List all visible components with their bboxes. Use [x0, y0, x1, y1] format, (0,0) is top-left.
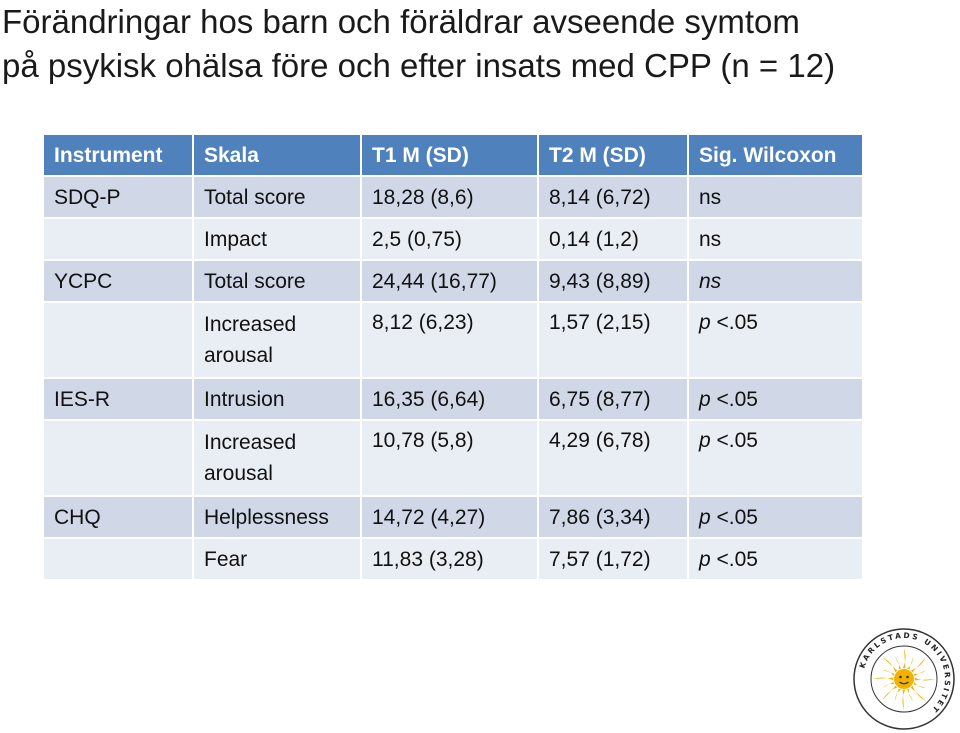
cell-t2: 0,14 (1,2) [537, 217, 689, 261]
cell-scale: Increased arousal [192, 301, 362, 379]
cell-t2: 7,86 (3,34) [537, 495, 689, 539]
cell-sig: ns [687, 217, 864, 261]
cell-scale: Total score [192, 175, 362, 219]
cell-sig: ns [687, 259, 864, 303]
cell-instrument [42, 537, 194, 581]
header-instrument: Instrument [42, 133, 194, 177]
cell-sig: p <.05 [687, 495, 864, 539]
cell-scale: Fear [192, 537, 362, 581]
table-row: Increased arousal 10,78 (5,8) 4,29 (6,78… [42, 419, 864, 497]
sun-ray [906, 688, 914, 702]
cell-sig: ns [687, 175, 864, 219]
slide-title: Förändringar hos barn och föräldrar avse… [2, 0, 952, 88]
title-line-2: på psykisk ohälsa före och efter insats … [2, 47, 836, 84]
cell-t1: 11,83 (3,28) [360, 537, 539, 581]
table-row: Fear 11,83 (3,28) 7,57 (1,72) p <.05 [42, 537, 864, 581]
table-row: Increased arousal 8,12 (6,23) 1,57 (2,15… [42, 301, 864, 379]
table-row: YCPC Total score 24,44 (16,77) 9,43 (8,8… [42, 259, 864, 303]
header-sig: Sig. Wilcoxon [687, 133, 864, 177]
results-table: Instrument Skala T1 M (SD) T2 M (SD) Sig… [42, 133, 864, 581]
cell-t2: 1,57 (2,15) [537, 301, 689, 379]
cell-t1: 16,35 (6,64) [360, 377, 539, 421]
cell-scale: Impact [192, 217, 362, 261]
karlstads-universitet-logo: KARLSTADS UNIVERSITET [853, 628, 955, 730]
table-row: IES-R Intrusion 16,35 (6,64) 6,75 (8,77)… [42, 377, 864, 421]
cell-t1: 10,78 (5,8) [360, 419, 539, 497]
cell-instrument: YCPC [42, 259, 194, 303]
sun-ray [906, 656, 914, 670]
cell-t1: 24,44 (16,77) [360, 259, 539, 303]
sun-ray [910, 685, 926, 701]
cell-instrument [42, 217, 194, 261]
sun-ray [873, 677, 894, 681]
cell-t2: 6,75 (8,77) [537, 377, 689, 421]
cell-instrument: CHQ [42, 495, 194, 539]
sun-ray [881, 681, 895, 689]
sun-core [894, 669, 914, 689]
sun-ray [913, 681, 927, 689]
sun-ray [914, 677, 935, 681]
cell-t1: 8,12 (6,23) [360, 301, 539, 379]
cell-scale: Intrusion [192, 377, 362, 421]
header-row: Instrument Skala T1 M (SD) T2 M (SD) Sig… [42, 133, 864, 177]
cell-sig: p <.05 [687, 301, 864, 379]
sun-ray [902, 648, 906, 669]
sun-ray [913, 669, 927, 677]
cell-t2: 4,29 (6,78) [537, 419, 689, 497]
cell-instrument [42, 301, 194, 379]
header-t2: T2 M (SD) [537, 133, 689, 177]
cell-t2: 8,14 (6,72) [537, 175, 689, 219]
sun-ray [882, 657, 898, 673]
sun-ray [910, 657, 926, 673]
table-row: CHQ Helplessness 14,72 (4,27) 7,86 (3,34… [42, 495, 864, 539]
cell-sig: p <.05 [687, 537, 864, 581]
sun-ray [882, 685, 898, 701]
cell-instrument: IES-R [42, 377, 194, 421]
sun-ray [902, 689, 906, 710]
cell-instrument [42, 419, 194, 497]
cell-sig: p <.05 [687, 377, 864, 421]
cell-t1: 14,72 (4,27) [360, 495, 539, 539]
header-t1: T1 M (SD) [360, 133, 539, 177]
cell-scale: Total score [192, 259, 362, 303]
sun-ray [894, 688, 902, 702]
cell-t1: 2,5 (0,75) [360, 217, 539, 261]
cell-t2: 9,43 (8,89) [537, 259, 689, 303]
title-line-1: Förändringar hos barn och föräldrar avse… [2, 3, 800, 40]
cell-sig: p <.05 [687, 419, 864, 497]
sun-rays [873, 648, 935, 710]
cell-scale: Increased arousal [192, 419, 362, 497]
table-row: Impact 2,5 (0,75) 0,14 (1,2) ns [42, 217, 864, 261]
sun-ray [894, 656, 902, 670]
sun-ray [881, 669, 895, 677]
table-row: SDQ-P Total score 18,28 (8,6) 8,14 (6,72… [42, 175, 864, 219]
cell-t1: 18,28 (8,6) [360, 175, 539, 219]
cell-scale: Helplessness [192, 495, 362, 539]
cell-t2: 7,57 (1,72) [537, 537, 689, 581]
cell-instrument: SDQ-P [42, 175, 194, 219]
header-scale: Skala [192, 133, 362, 177]
